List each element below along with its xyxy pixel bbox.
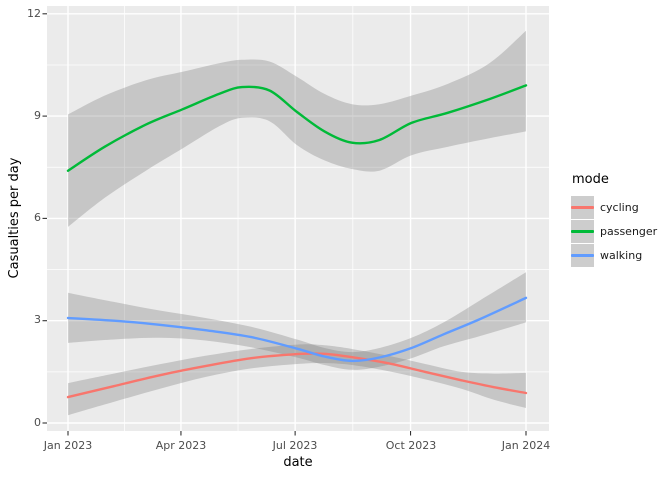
legend-label: passenger [600, 225, 658, 238]
legend: mode cycling passenger walking [571, 172, 671, 268]
y-tick-label: 12 [27, 7, 41, 20]
x-tick-label: Jan 2024 [501, 439, 551, 452]
y-tick-label: 0 [34, 416, 41, 429]
legend-item-walking: walking [571, 244, 671, 267]
x-tick-label: Apr 2023 [155, 439, 207, 452]
legend-label: cycling [600, 201, 639, 214]
y-tick-label: 6 [34, 211, 41, 224]
legend-key-cycling [571, 196, 594, 219]
legend-label: walking [600, 249, 643, 262]
x-tick-label: Jan 2023 [43, 439, 93, 452]
passenger-line-icon [571, 230, 594, 233]
walking-line-icon [571, 254, 594, 257]
x-tick-label: Oct 2023 [385, 439, 437, 452]
legend-key-passenger [571, 220, 594, 243]
cycling-line-icon [571, 206, 594, 209]
y-tick-label: 3 [34, 313, 41, 326]
legend-item-passenger: passenger [571, 220, 671, 243]
x-axis-title: date [283, 455, 313, 470]
y-axis-title: Casualties per day [7, 157, 22, 279]
x-tick-label: Jul 2023 [272, 439, 318, 452]
y-tick-label: 9 [34, 109, 41, 122]
legend-key-walking [571, 244, 594, 267]
legend-item-cycling: cycling [571, 196, 671, 219]
legend-title: mode [572, 172, 609, 187]
